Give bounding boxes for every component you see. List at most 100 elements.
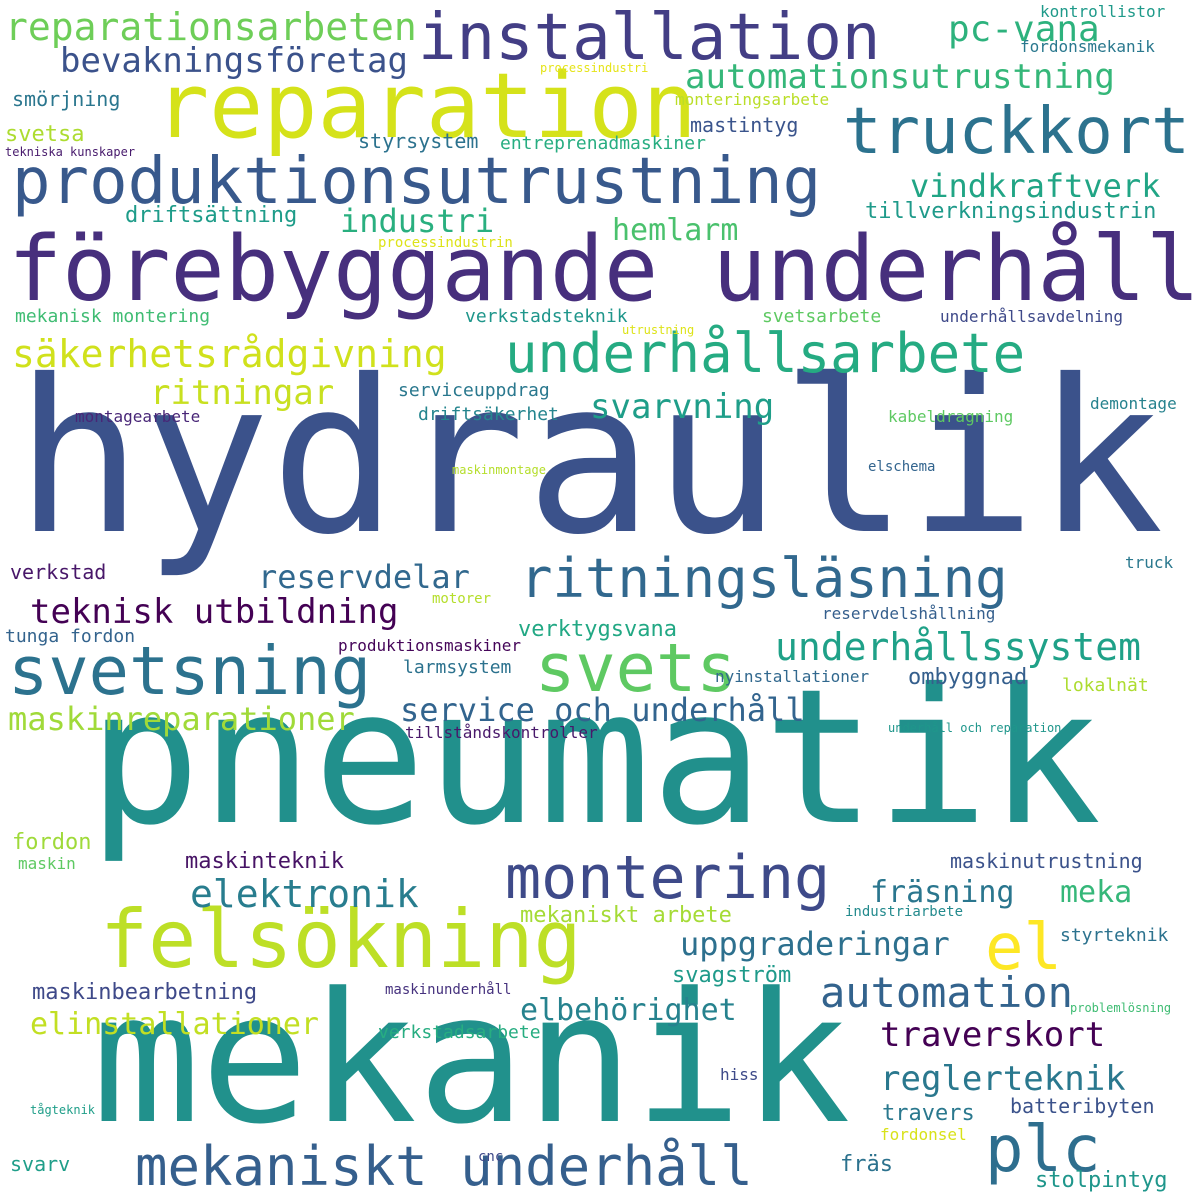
word-reparation: reparation bbox=[155, 54, 697, 159]
word-truckkort: truckkort bbox=[843, 95, 1190, 169]
word-truck: truck bbox=[1125, 553, 1174, 572]
word-frasning: fräsning bbox=[870, 875, 1015, 910]
word-svarvning: svarvning bbox=[590, 387, 775, 427]
word-bevakningsforetag: bevakningsföretag bbox=[60, 41, 408, 81]
word-montagearbete: montagearbete bbox=[75, 407, 201, 426]
word-ritningar: ritningar bbox=[150, 373, 335, 413]
word-el: el bbox=[985, 911, 1063, 985]
word-industriarbete: industriarbete bbox=[845, 904, 964, 920]
word-verktygsvana: verktygsvana bbox=[518, 617, 677, 642]
word-elschema: elschema bbox=[868, 459, 936, 475]
word-fras: fräs bbox=[840, 1152, 893, 1177]
word-plc: plc bbox=[985, 1113, 1101, 1187]
word-entreprenadmaskiner: entreprenadmaskiner bbox=[500, 133, 706, 154]
word-styrteknik: styrteknik bbox=[1060, 925, 1169, 946]
word-svetsa: svetsa bbox=[5, 122, 85, 147]
word-mekanisk-montering: mekanisk montering bbox=[15, 306, 211, 327]
word-demontage: demontage bbox=[1090, 394, 1177, 413]
word-svets: svets bbox=[535, 629, 737, 707]
word-installation: installation bbox=[418, 1, 881, 75]
word-kabeldragning: kabeldragning bbox=[888, 407, 1014, 426]
word-service-och-underhall: service och underhåll bbox=[400, 691, 805, 729]
word-ombyggnad: ombyggnad bbox=[908, 665, 1028, 690]
word-underhallsarbete: underhållsarbete bbox=[505, 322, 1026, 385]
word-mastintyg: mastintyg bbox=[690, 113, 799, 137]
word-tekniska-kunskaper: tekniska kunskaper bbox=[5, 145, 136, 159]
word-verkstad: verkstad bbox=[10, 560, 107, 584]
word-motorer: motorer bbox=[432, 591, 492, 607]
word-tillstandskontroller: tillståndskontroller bbox=[405, 723, 598, 742]
word-driftsattning: driftsättning bbox=[125, 203, 298, 228]
word-elbehorighet: elbehörighet bbox=[520, 993, 737, 1028]
word-svarv: svarv bbox=[10, 1152, 71, 1176]
word-tunga-fordon: tunga fordon bbox=[5, 626, 136, 647]
word-styrsystem: styrsystem bbox=[358, 129, 479, 153]
word-mekanik: mekanik bbox=[92, 955, 851, 1164]
word-meka: meka bbox=[1060, 875, 1133, 910]
word-maskinunderhall: maskinunderhåll bbox=[385, 982, 512, 998]
word-verkstadsarbete: verkstadsarbete bbox=[378, 1022, 541, 1043]
word-maskinutrustning: maskinutrustning bbox=[950, 849, 1143, 873]
word-verkstadsteknik: verkstadsteknik bbox=[465, 306, 628, 327]
word-automation: automation bbox=[820, 968, 1073, 1017]
word-nyinstallationer: nyinstallationer bbox=[715, 667, 870, 686]
word-maskin: maskin bbox=[18, 854, 76, 873]
word-fordonsmekanik: fordonsmekanik bbox=[1020, 37, 1155, 56]
word-reservdelar: reservdelar bbox=[258, 558, 470, 596]
word-monteringsarbete: monteringsarbete bbox=[675, 90, 830, 109]
word-reservdelshallning: reservdelshållning bbox=[822, 604, 996, 623]
word-maskinteknik: maskinteknik bbox=[185, 849, 344, 874]
word-hydraulik: hydraulik bbox=[15, 334, 1164, 581]
word-svetsning: svetsning bbox=[8, 632, 372, 710]
word-reparationsarbeten: reparationsarbeten bbox=[5, 5, 417, 49]
word-hiss: hiss bbox=[720, 1065, 759, 1084]
word-pneumatik: pneumatik bbox=[88, 649, 1102, 867]
word-mekaniskt-arbete: mekaniskt arbete bbox=[520, 903, 732, 928]
word-hemlarm: hemlarm bbox=[612, 213, 739, 248]
word-mekaniskt-underhall: mekaniskt underhåll bbox=[135, 1135, 753, 1198]
word-underhallssystem: underhållssystem bbox=[775, 625, 1142, 669]
word-maskinreparationer: maskinreparationer bbox=[8, 700, 355, 738]
word-pc-vana: pc-vana bbox=[948, 9, 1100, 50]
word-cnc: cnc bbox=[478, 1149, 504, 1165]
word-kontrollistor: kontrollistor bbox=[1040, 2, 1166, 21]
word-produktionsmaskiner: produktionsmaskiner bbox=[338, 636, 522, 655]
word-maskinbearbetning: maskinbearbetning bbox=[32, 980, 258, 1005]
word-processindustri: processindustri bbox=[540, 61, 649, 75]
word-svetsarbete: svetsarbete bbox=[762, 306, 882, 327]
word-stolpintyg: stolpintyg bbox=[1035, 1168, 1168, 1193]
word-smorjning: smörjning bbox=[12, 87, 121, 111]
word-driftsakerhet: driftsäkerhet bbox=[418, 404, 559, 425]
word-montering: montering bbox=[505, 843, 831, 913]
word-traverskort: traverskort bbox=[880, 1015, 1106, 1055]
word-tillverkningsindustrin: tillverkningsindustrin bbox=[865, 199, 1157, 224]
word-teknisk-utbildning: teknisk utbildning bbox=[30, 592, 399, 632]
word-ritningslasning: ritningsläsning bbox=[520, 547, 1008, 610]
word-tagteknik: tågteknik bbox=[30, 1103, 96, 1117]
word-maskinmontage: maskinmontage bbox=[452, 463, 546, 477]
word-felsokning: felsökning bbox=[100, 893, 582, 986]
word-problemlosning: problemlösning bbox=[1070, 1001, 1172, 1015]
word-batteribyten: batteribyten bbox=[1010, 1094, 1155, 1118]
word-forebyggande-underhall: förebyggande underhåll bbox=[8, 217, 1200, 322]
word-uppgraderingar: uppgraderingar bbox=[680, 925, 950, 963]
word-fordonsel: fordonsel bbox=[880, 1125, 967, 1144]
word-sakerhetsradgivning: säkerhetsrådgivning bbox=[12, 332, 447, 376]
word-elinstallationer: elinstallationer bbox=[30, 1007, 319, 1042]
word-larmsystem: larmsystem bbox=[403, 657, 512, 678]
word-underhall-och-reparation: underhåll och reparation bbox=[888, 721, 1062, 735]
word-industri: industri bbox=[340, 202, 495, 240]
word-elektronik: elektronik bbox=[190, 872, 419, 916]
word-utrustning: utrustning bbox=[622, 323, 695, 337]
word-lokalnat: lokalnät bbox=[1062, 675, 1149, 696]
word-automationsutrustning: automationsutrustning bbox=[685, 57, 1115, 97]
word-produktionsutrustning: produktionsutrustning bbox=[12, 145, 822, 219]
word-svagstrom: svagström bbox=[672, 963, 792, 988]
word-vindkraftverk: vindkraftverk bbox=[910, 167, 1161, 205]
word-underhallsavdelning: underhållsavdelning bbox=[940, 307, 1124, 326]
word-travers: travers bbox=[882, 1101, 975, 1126]
word-reglerteknik: reglerteknik bbox=[880, 1059, 1126, 1099]
word-serviceuppdrag: serviceuppdrag bbox=[398, 380, 550, 401]
word-processindustrin: processindustrin bbox=[378, 235, 513, 251]
